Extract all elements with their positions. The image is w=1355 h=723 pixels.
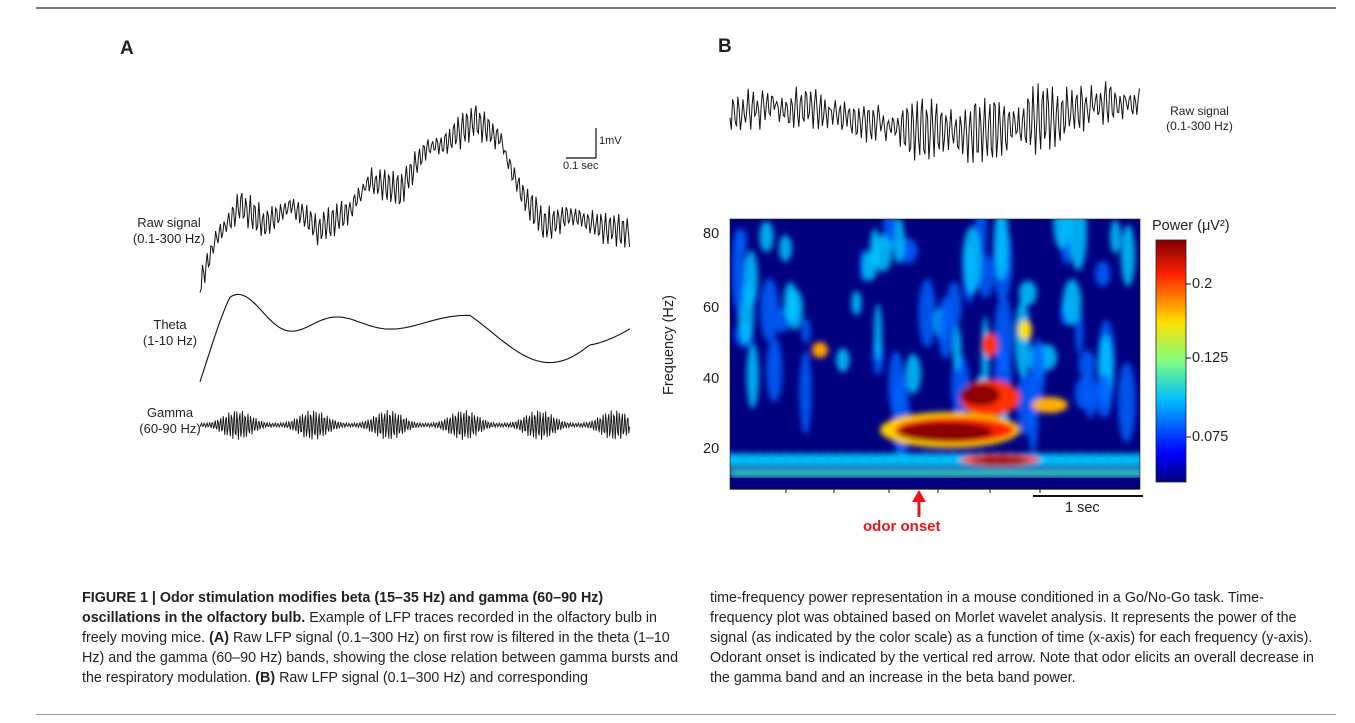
panel-a-theta-label-line2: (1-10 Hz) bbox=[142, 333, 198, 348]
caption-text-part1: Example of LFP traces recorded in the ol… bbox=[82, 610, 658, 646]
figure-graphics bbox=[199, 81, 1191, 517]
odor-onset-label: odor onset bbox=[863, 518, 941, 535]
panel-a-raw-label: Raw signal (0.1-300 Hz) bbox=[114, 215, 224, 247]
panel-b-raw-trace bbox=[729, 81, 1140, 163]
panel-a-theta-label: Theta (1-10 Hz) bbox=[120, 317, 220, 349]
y-tick-40: 40 bbox=[703, 371, 720, 387]
colorbar-tick-0-2: 0.2 bbox=[1192, 276, 1213, 292]
caption-title: FIGURE 1 | Odor stimulation modifies bet… bbox=[82, 590, 604, 626]
top-rule bbox=[36, 7, 1336, 9]
time-scale-label: 1 sec bbox=[1065, 500, 1100, 516]
panel-a-raw-label-line2: (0.1-300 Hz) bbox=[132, 231, 206, 246]
panel-b-raw-label-line2: (0.1-300 Hz) bbox=[1166, 119, 1233, 133]
panel-a-gamma-trace bbox=[199, 410, 631, 440]
caption-left-column: FIGURE 1 | Odor stimulation modifies bet… bbox=[82, 588, 682, 688]
panel-a-gamma-label: Gamma (60-90 Hz) bbox=[120, 405, 220, 437]
odor-onset-arrow bbox=[912, 490, 926, 517]
panel-a-raw-trace bbox=[199, 105, 631, 293]
caption-text-part3: Raw LFP signal (0.1–300 Hz) and correspo… bbox=[275, 670, 588, 686]
colorbar-tick-0-125: 0.125 bbox=[1192, 350, 1229, 366]
caption-text-part2: Raw LFP signal (0.1–300 Hz) on first row… bbox=[82, 630, 679, 686]
panel-a-gamma-label-line1: Gamma bbox=[146, 405, 194, 420]
time-frequency-heatmap bbox=[729, 218, 1141, 490]
panel-a-theta-trace bbox=[199, 293, 631, 382]
panel-a-gamma-label-line2: (60-90 Hz) bbox=[139, 421, 201, 436]
caption-b-tag: (B) bbox=[255, 670, 276, 686]
heatmap-x-axis bbox=[730, 488, 1140, 493]
y-tick-20: 20 bbox=[703, 441, 720, 457]
panel-a-scale-time: 0.1 sec bbox=[563, 160, 599, 172]
caption-right-column: time-frequency power representation in a… bbox=[710, 590, 1314, 686]
panel-b-raw-label: Raw signal (0.1-300 Hz) bbox=[1152, 104, 1247, 134]
panel-a-scalebar bbox=[566, 128, 597, 159]
y-tick-60: 60 bbox=[703, 300, 720, 316]
panel-b-letter: B bbox=[718, 36, 732, 57]
panel-b-raw-label-line1: Raw signal bbox=[1170, 104, 1229, 118]
panel-a-raw-label-line1: Raw signal bbox=[137, 215, 201, 230]
panel-a-scale-voltage: 1mV bbox=[599, 135, 622, 147]
panel-a-theta-label-line1: Theta bbox=[153, 317, 187, 332]
panel-a-letter: A bbox=[120, 38, 134, 59]
y-tick-80: 80 bbox=[703, 226, 720, 242]
colorbar-title: Power (μV²) bbox=[1152, 218, 1230, 234]
bottom-rule bbox=[36, 714, 1336, 715]
colorbar-tick-0-075: 0.075 bbox=[1192, 429, 1229, 445]
caption-a-tag: (A) bbox=[209, 630, 229, 646]
colorbar bbox=[1155, 239, 1191, 483]
heatmap-power-blobs bbox=[730, 219, 1140, 478]
heatmap-y-axis-label: Frequency (Hz) bbox=[661, 295, 677, 395]
